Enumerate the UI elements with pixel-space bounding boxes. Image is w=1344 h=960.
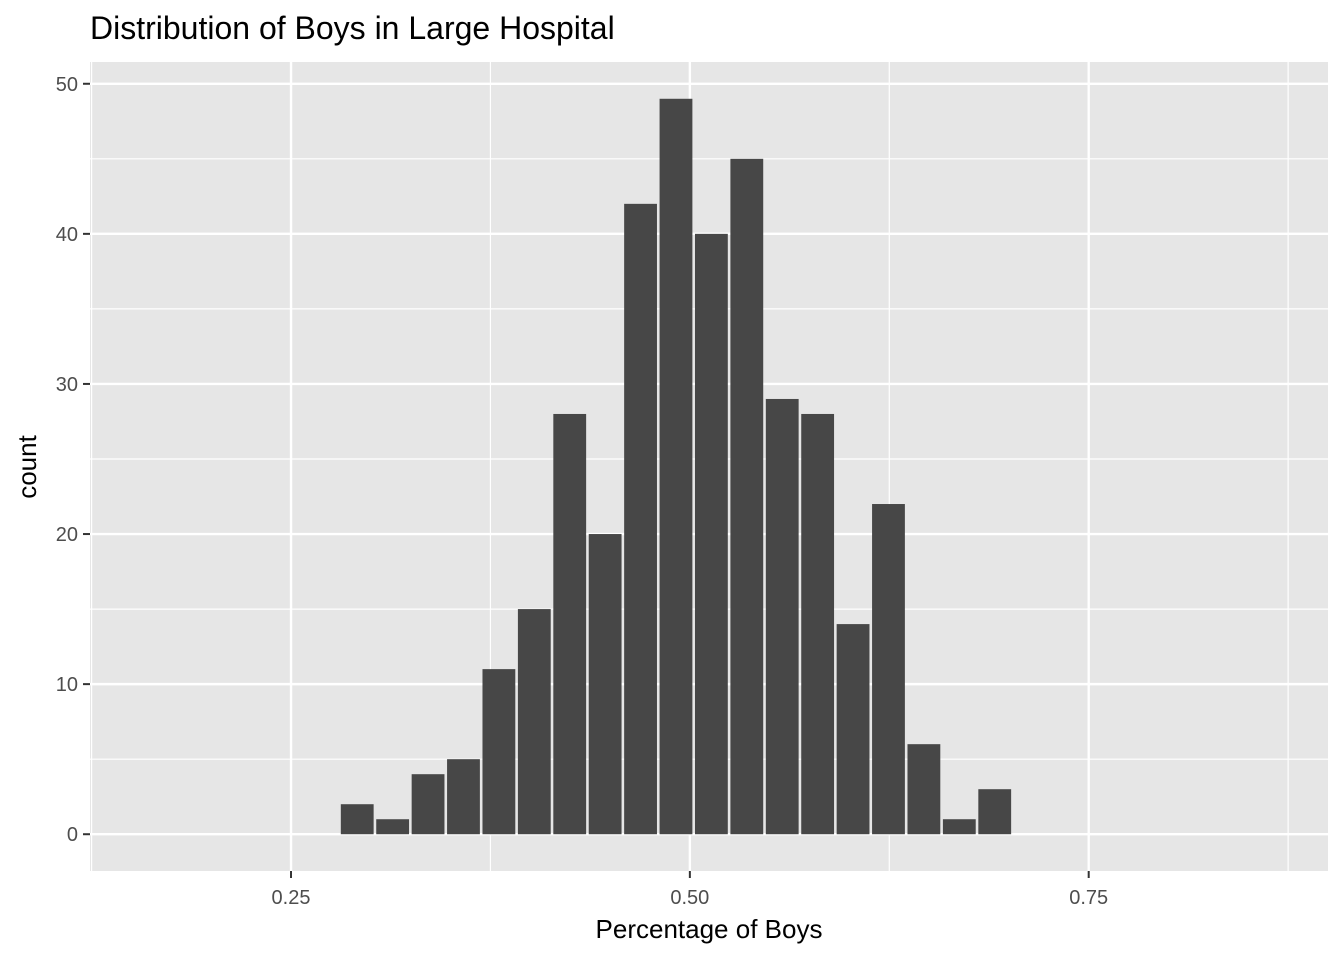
- histogram-bar: [942, 819, 976, 835]
- y-tick-label: 10: [56, 674, 78, 696]
- histogram-bar: [517, 609, 551, 835]
- histogram-bars: [340, 98, 1012, 835]
- histogram-bar: [765, 398, 799, 835]
- histogram-bar: [340, 804, 374, 835]
- histogram-bar: [411, 774, 445, 835]
- y-tick-label: 20: [56, 524, 78, 546]
- histogram-bar: [447, 759, 480, 835]
- chart-title: Distribution of Boys in Large Hospital: [90, 10, 615, 46]
- histogram-bar: [624, 203, 657, 835]
- x-tick-label: 0.50: [670, 887, 709, 909]
- histogram-bar: [730, 158, 764, 835]
- histogram-bar: [694, 233, 728, 835]
- x-axis-label: Percentage of Boys: [596, 914, 823, 944]
- x-axis-ticks: 0.25 0.50 0.75: [272, 871, 1108, 909]
- histogram-bar: [872, 504, 905, 835]
- y-tick-label: 50: [56, 74, 78, 96]
- y-axis-ticks: 0 10 20 30 40 50: [56, 74, 90, 846]
- histogram-bar: [659, 98, 693, 835]
- y-tick-label: 40: [56, 224, 78, 246]
- histogram-bar: [482, 669, 516, 835]
- y-tick-label: 30: [56, 374, 78, 396]
- histogram-bar: [978, 789, 1012, 835]
- histogram-bar: [376, 819, 410, 835]
- histogram-bar: [801, 413, 835, 835]
- y-axis-label: count: [12, 434, 42, 498]
- histogram-bar: [836, 624, 870, 835]
- x-tick-label: 0.75: [1069, 887, 1108, 909]
- x-tick-label: 0.25: [272, 887, 311, 909]
- y-tick-label: 0: [67, 824, 78, 846]
- histogram-bar: [553, 413, 587, 835]
- histogram-bar: [907, 744, 941, 835]
- histogram-bar: [588, 534, 622, 835]
